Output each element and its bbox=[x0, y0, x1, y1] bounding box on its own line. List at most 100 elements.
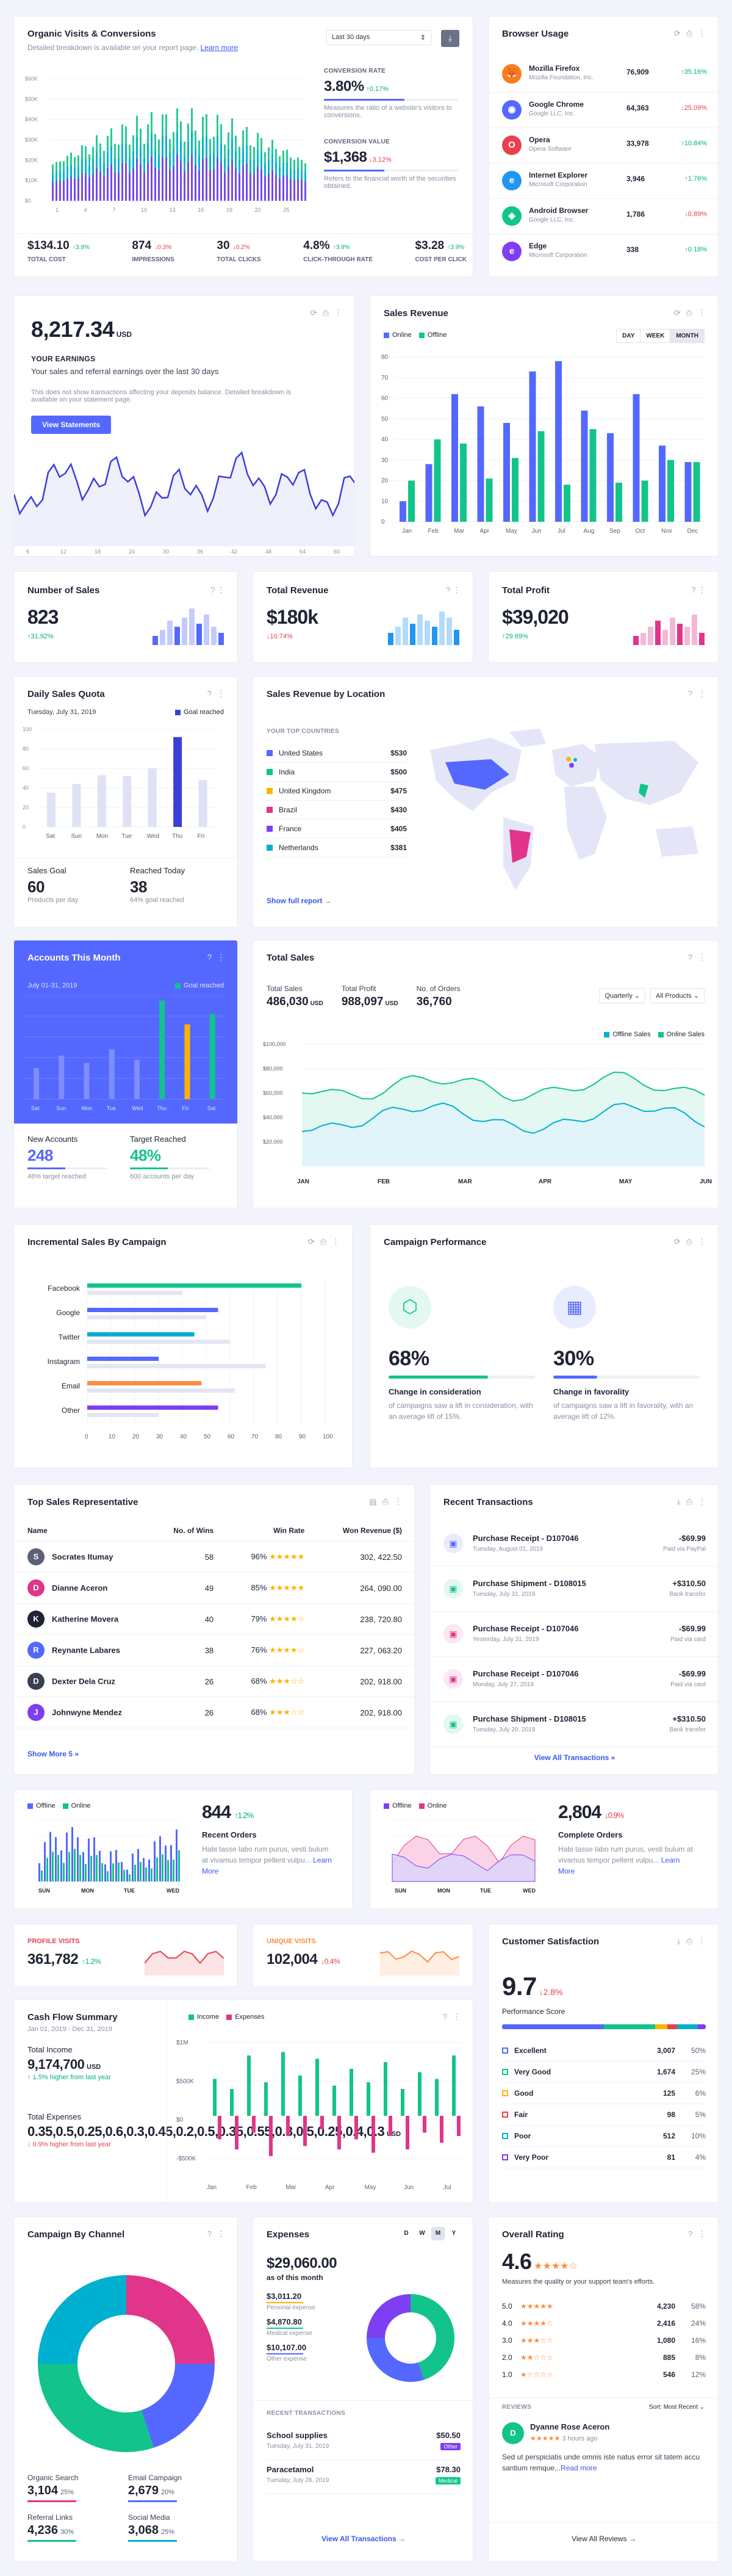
download-button[interactable]: ⤓ bbox=[441, 30, 459, 47]
view-all-transactions-link[interactable]: View All Transactions » bbox=[534, 1753, 615, 1762]
bar bbox=[156, 1857, 158, 1881]
tab-m[interactable]: M bbox=[431, 2227, 445, 2240]
browser-company: Microsoft Corporation bbox=[529, 252, 587, 259]
help-icon[interactable]: ? bbox=[207, 953, 212, 962]
more-icon[interactable]: ⋮ bbox=[698, 689, 706, 698]
stat-value: $3.28 ↑3.9% bbox=[415, 239, 465, 252]
refresh-icon[interactable]: ⟳ bbox=[673, 308, 681, 317]
more-icon[interactable]: ⋮ bbox=[453, 585, 461, 594]
bar bbox=[52, 182, 54, 201]
bar bbox=[90, 1855, 92, 1881]
print-icon[interactable]: ⎙ bbox=[382, 1497, 389, 1506]
bar bbox=[118, 172, 120, 201]
help-icon[interactable]: ? bbox=[207, 689, 212, 698]
more-icon[interactable]: ⋮ bbox=[698, 1237, 706, 1246]
satisfaction-swatch bbox=[502, 2047, 508, 2054]
help-icon[interactable]: ? bbox=[687, 2229, 692, 2239]
transaction-amount: -$69.99 bbox=[678, 1534, 706, 1543]
help-icon[interactable]: ? bbox=[446, 585, 453, 594]
help-icon[interactable]: ? bbox=[207, 2229, 212, 2239]
income-value: 9,174,700 bbox=[27, 2057, 85, 2072]
show-more-link[interactable]: Show More 5 » bbox=[27, 1750, 79, 1758]
x-tick-label: WED bbox=[523, 1888, 536, 1894]
rate-stars: ★★★☆☆ bbox=[269, 1708, 305, 1717]
more-icon[interactable]: ⋮ bbox=[698, 29, 706, 38]
range-select[interactable]: Last 30 days ⇕ bbox=[326, 30, 431, 45]
browser-value: 1,786 bbox=[626, 210, 645, 218]
card-actions: ? ⋮ bbox=[207, 2229, 225, 2239]
print-icon[interactable]: ⎙ bbox=[686, 1936, 692, 1946]
print-icon[interactable]: ⎙ bbox=[686, 308, 692, 317]
more-icon[interactable]: ⋮ bbox=[698, 585, 706, 594]
view-statements-button[interactable]: View Statements bbox=[31, 416, 112, 434]
refresh-icon[interactable]: ⟳ bbox=[673, 1237, 681, 1246]
help-icon[interactable]: ? bbox=[210, 585, 217, 594]
more-icon[interactable]: ⋮ bbox=[217, 689, 225, 698]
tab-y[interactable]: Y bbox=[451, 2230, 456, 2237]
full-report-link[interactable]: Show full report → bbox=[267, 897, 332, 905]
print-icon[interactable]: ⎙ bbox=[686, 1497, 692, 1506]
more-icon[interactable]: ⋮ bbox=[698, 308, 706, 317]
more-icon[interactable]: ⋮ bbox=[332, 1237, 340, 1246]
bar-secondary bbox=[87, 1315, 206, 1319]
print-icon[interactable]: ⎙ bbox=[320, 1237, 326, 1246]
view-all-reviews-link[interactable]: View All Reviews → bbox=[572, 2535, 636, 2543]
country-row: Brazil $430 bbox=[267, 801, 407, 820]
more-icon[interactable]: ⋮ bbox=[698, 1936, 706, 1946]
more-icon[interactable]: ⋮ bbox=[698, 953, 706, 962]
period-select[interactable]: Quarterly ⌄ bbox=[599, 988, 646, 1003]
bar bbox=[268, 174, 270, 201]
sort-select[interactable]: Sort: Most Recent ⌄ bbox=[648, 2404, 705, 2411]
download-icon[interactable]: ⤓ bbox=[676, 1936, 681, 1946]
download-icon[interactable]: ⤓ bbox=[676, 1497, 681, 1506]
refresh-icon[interactable]: ⟳ bbox=[307, 1237, 315, 1246]
help-icon[interactable]: ? bbox=[691, 585, 698, 594]
more-icon[interactable]: ⋮ bbox=[453, 2012, 461, 2021]
print-icon[interactable]: ⎙ bbox=[686, 1237, 692, 1246]
learn-more-link[interactable]: Learn more bbox=[200, 43, 238, 52]
bar-secondary bbox=[87, 1388, 235, 1393]
firefox-icon: 🦊 bbox=[502, 64, 522, 84]
legend-online: Online bbox=[392, 331, 412, 339]
rate-stars: ★★★☆☆ bbox=[269, 1676, 305, 1686]
export-icon[interactable]: ▤ bbox=[369, 1497, 377, 1506]
more-icon[interactable]: ⋮ bbox=[217, 953, 225, 962]
expense-label: Medical expense bbox=[267, 2330, 313, 2337]
refresh-icon[interactable]: ⟳ bbox=[673, 29, 681, 38]
tab-day[interactable]: DAY bbox=[622, 333, 635, 339]
y-tick-label: 10 bbox=[381, 498, 389, 505]
x-tick-label: Mon bbox=[82, 1105, 93, 1111]
print-icon[interactable]: ⎙ bbox=[322, 308, 329, 317]
tab-week[interactable]: WEEK bbox=[640, 330, 670, 342]
help-icon[interactable]: ? bbox=[687, 689, 692, 698]
tab-w[interactable]: W bbox=[419, 2230, 425, 2237]
rep-name: Johnwyne Mendez bbox=[52, 1708, 122, 1717]
earnings-value: 8,217.34 bbox=[31, 317, 115, 342]
x-tick-label: Tue bbox=[107, 1105, 116, 1111]
transaction-icon: ▣ bbox=[443, 1534, 463, 1553]
satisfaction-pct: 25% bbox=[691, 2068, 706, 2076]
refresh-icon[interactable]: ⟳ bbox=[310, 308, 317, 317]
channel-pct: 25% bbox=[60, 2489, 74, 2496]
country-value: $430 bbox=[390, 806, 407, 814]
tab-d[interactable]: D bbox=[404, 2230, 409, 2237]
bar-income bbox=[230, 2089, 234, 2116]
more-icon[interactable]: ⋮ bbox=[394, 1497, 402, 1506]
product-select[interactable]: All Products ⌄ bbox=[650, 988, 705, 1003]
learn-more-link[interactable]: Learn More bbox=[202, 1856, 332, 1875]
more-icon[interactable]: ⋮ bbox=[217, 585, 225, 594]
more-icon[interactable]: ⋮ bbox=[698, 2229, 706, 2239]
more-icon[interactable]: ⋮ bbox=[698, 1497, 706, 1506]
read-more-link[interactable]: Read more bbox=[561, 2464, 597, 2472]
help-icon[interactable]: ? bbox=[442, 2012, 447, 2021]
more-icon[interactable]: ⋮ bbox=[334, 308, 342, 317]
donut-slice bbox=[38, 2364, 154, 2452]
x-tick-label: Apr bbox=[325, 2184, 335, 2191]
tab-month[interactable]: MONTH bbox=[670, 330, 704, 342]
card-title: Campaign Performance bbox=[384, 1237, 487, 1247]
view-all-expenses-link[interactable]: View All Transactions → bbox=[321, 2535, 406, 2543]
print-icon[interactable]: ⎙ bbox=[686, 29, 692, 38]
learn-more-link[interactable]: Learn More bbox=[558, 1856, 680, 1875]
help-icon[interactable]: ? bbox=[687, 953, 692, 962]
more-icon[interactable]: ⋮ bbox=[217, 2229, 225, 2239]
